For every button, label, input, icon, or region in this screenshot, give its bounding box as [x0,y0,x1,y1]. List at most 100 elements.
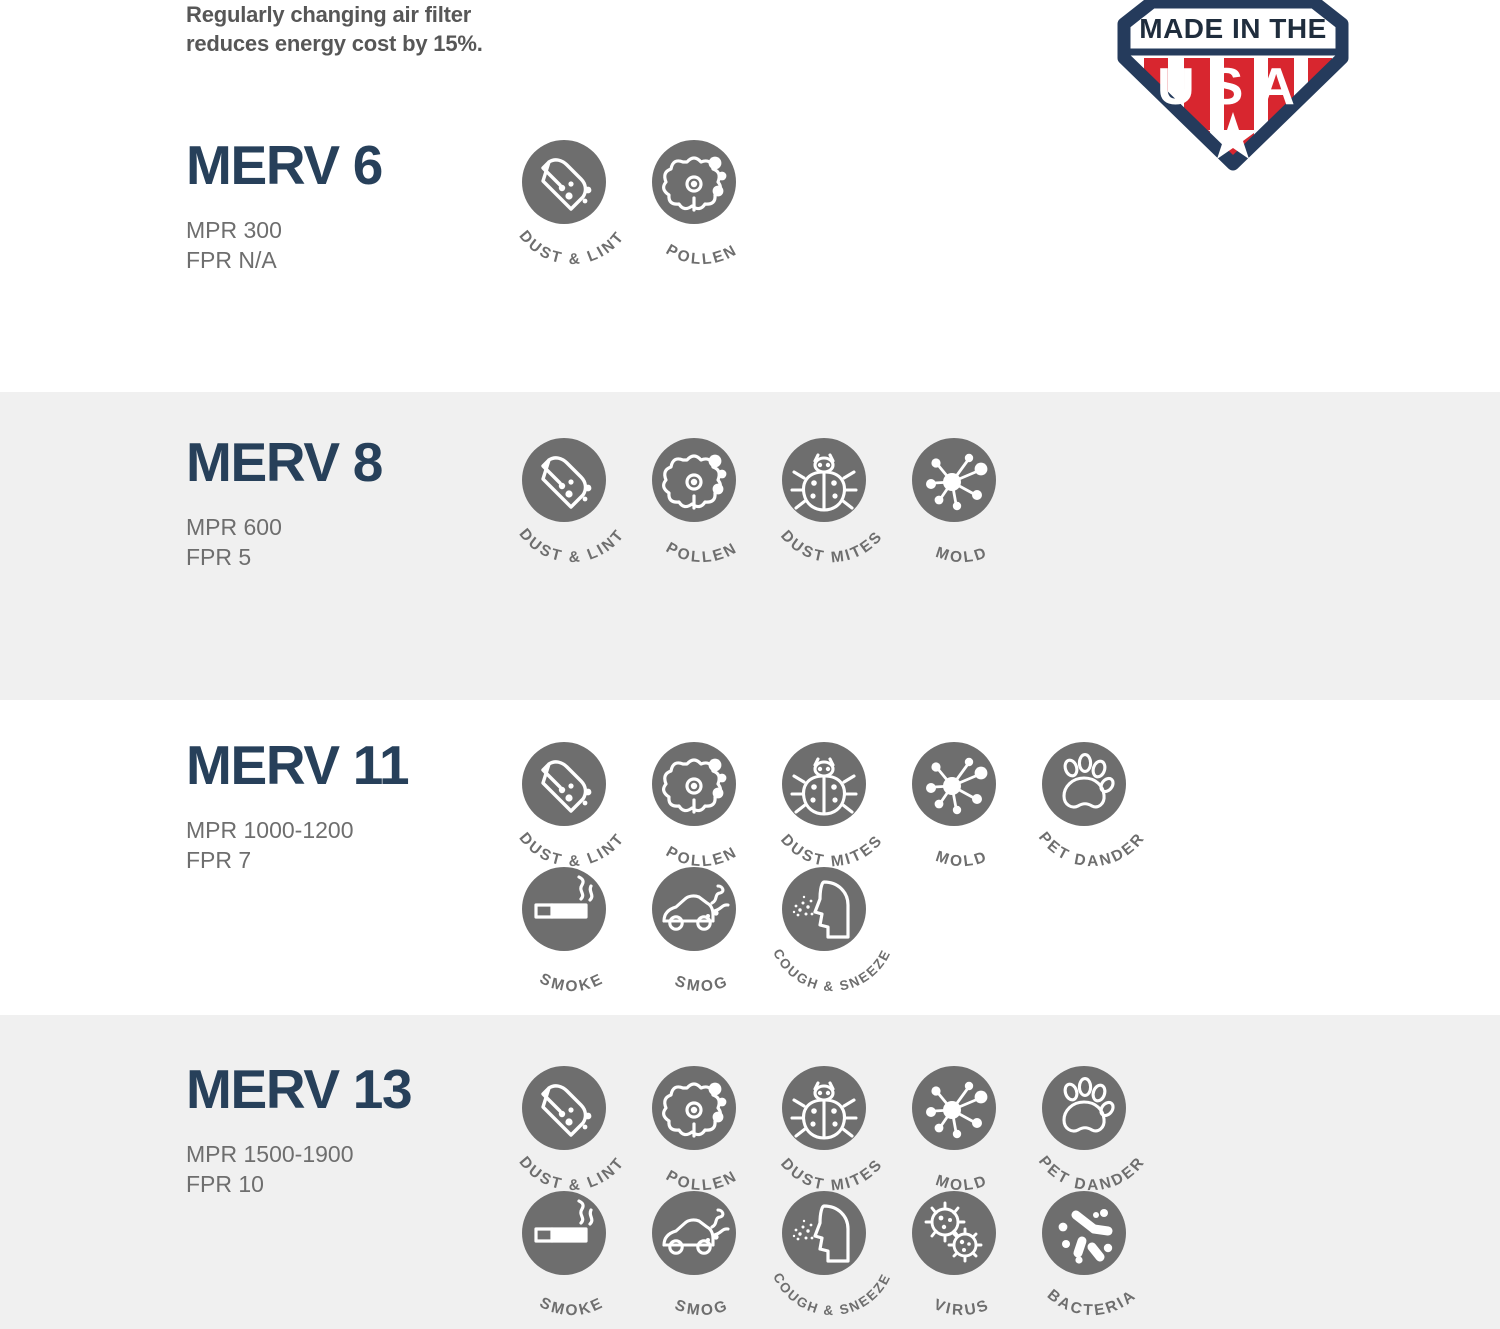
brush-icon [522,438,606,522]
merv-row-merv-6: MERV 6 MPR 300 FPR N/A DUST & LINT [0,0,1500,392]
headline-line-1: Regularly changing air filter [186,2,472,27]
merv-ratings-merv-6: MPR 300 FPR N/A [186,215,496,276]
filter-icon-mold: MOLD [898,1066,1028,1194]
filter-icon-smoke: SMOKE [508,1191,638,1319]
filter-icon-cough-sneeze: COUGH & SNEEZE [768,1191,898,1318]
svg-text:SMOG: SMOG [673,973,732,996]
svg-text:PET DANDER: PET DANDER [1035,829,1149,870]
icon-area-merv-13: DUST & LINT POLLEN [508,1066,1468,1319]
merv-row-merv-8: MERV 8 MPR 600 FPR 5 DUST & LINT [0,392,1500,700]
icon-label-arc: PET DANDER [1035,829,1146,870]
filter-icon-pet-dander: PET DANDER [1028,1066,1158,1194]
made-in-the-usa-badge: MADE IN THE USA [1108,0,1358,172]
mpr-rating: MPR 1000-1200 [186,817,354,843]
icon-label-arc: BACTERIA [1044,1286,1138,1319]
brush-icon [522,1066,606,1150]
svg-text:VIRUS: VIRUS [931,1296,992,1319]
icon-area-merv-11: DUST & LINT POLLEN [508,742,1468,996]
icon-row: DUST & LINT POLLEN [508,742,1468,870]
filter-icon-mold: MOLD [898,438,1028,566]
mpr-rating: MPR 1500-1900 [186,1141,354,1167]
bacteria-icon [1042,1191,1126,1275]
filter-icon-smoke: SMOKE [508,867,638,995]
icon-row: DUST & LINT POLLEN [508,1066,1468,1194]
merv-label-block-merv-8: MERV 8 MPR 600 FPR 5 [186,435,496,573]
filter-icon-dust-lint: DUST & LINT [508,742,638,870]
fpr-rating: FPR 10 [186,1171,264,1198]
svg-text:BACTERIA: BACTERIA [1044,1286,1140,1319]
mold-icon [912,1066,996,1150]
svg-text:MOLD: MOLD [933,848,990,870]
head-sneeze-icon [782,867,866,951]
icon-area-merv-6: DUST & LINT POLLEN [508,140,1468,268]
merv-label-block-merv-6: MERV 6 MPR 300 FPR N/A [186,138,496,276]
svg-text:DUST MITES: DUST MITES [777,527,887,566]
flower-icon [652,438,736,522]
icon-label-arc: DUST MITES [777,831,884,870]
svg-text:SMOKE: SMOKE [537,1294,607,1319]
filter-icon-bacteria: BACTERIA [1028,1191,1158,1319]
svg-text:DUST & LINT: DUST & LINT [516,526,629,567]
flower-icon [652,742,736,826]
icon-label-arc: POLLEN [663,843,738,870]
merv-row-merv-13: MERV 13 MPR 1500-1900 FPR 10 DUST & LINT [0,1015,1500,1329]
icon-row: SMOKE SMOG [508,1191,1468,1319]
merv-row-merv-11: MERV 11 MPR 1000-1200 FPR 7 DUST & LINT [0,700,1500,1015]
icon-label-arc: MOLD [933,544,987,566]
cigarette-icon [522,867,606,951]
filter-icon-dust-mites: DUST MITES [768,438,898,566]
mite-icon [782,742,866,826]
icon-label-arc: DUST & LINT [516,228,626,269]
icon-label-arc: PET DANDER [1035,1153,1146,1194]
car-icon [652,867,736,951]
svg-text:SMOG: SMOG [673,1297,732,1320]
mpr-rating: MPR 300 [186,217,282,243]
svg-text:DUST & LINT: DUST & LINT [516,1154,629,1195]
filter-icon-dust-mites: DUST MITES [768,1066,898,1194]
icon-label-arc: POLLEN [663,241,738,268]
paw-icon [1042,742,1126,826]
filter-icon-dust-lint: DUST & LINT [508,438,638,566]
badge-top-text: MADE IN THE [1139,13,1327,44]
merv-label-block-merv-11: MERV 11 MPR 1000-1200 FPR 7 [186,738,496,876]
brush-icon [522,140,606,224]
merv-label-block-merv-13: MERV 13 MPR 1500-1900 FPR 10 [186,1062,496,1200]
brush-icon [522,742,606,826]
fpr-rating: FPR 7 [186,847,252,874]
icon-label-arc: SMOG [673,1297,729,1320]
fpr-rating: FPR N/A [186,247,277,274]
svg-text:PET DANDER: PET DANDER [1035,1153,1149,1194]
mite-icon [782,438,866,522]
merv-title-merv-8: MERV 8 [186,431,383,493]
filter-icon-pollen: POLLEN [638,140,768,268]
icon-area-merv-8: DUST & LINT POLLEN [508,438,1468,566]
icon-label-arc: SMOKE [537,970,605,995]
svg-text:MOLD: MOLD [933,1172,990,1194]
filter-icon-virus: VIRUS [898,1191,1028,1319]
merv-ratings-merv-11: MPR 1000-1200 FPR 7 [186,815,496,876]
filter-icon-cough-sneeze: COUGH & SNEEZE [768,867,898,994]
icon-label-arc: DUST & LINT [516,1154,626,1195]
mold-icon [912,438,996,522]
icon-label-arc: MOLD [933,1172,987,1194]
svg-text:DUST MITES: DUST MITES [777,831,887,870]
svg-text:DUST MITES: DUST MITES [777,1155,887,1194]
virus-icon [912,1191,996,1275]
badge-main-text: USA [1157,58,1309,116]
svg-text:SMOKE: SMOKE [537,970,607,995]
headline-text: Regularly changing air filter reduces en… [186,0,746,58]
filter-icon-pollen: POLLEN [638,742,768,870]
icon-label-arc: SMOG [673,973,729,996]
flower-icon [652,1066,736,1150]
merv-title-merv-11: MERV 11 [186,734,410,796]
icon-label-arc: MOLD [933,848,987,870]
filter-icon-smog: SMOG [638,1191,768,1319]
cigarette-icon [522,1191,606,1275]
icon-row: DUST & LINT POLLEN [508,438,1468,566]
filter-icon-dust-lint: DUST & LINT [508,1066,638,1194]
filter-icon-pet-dander: PET DANDER [1028,742,1158,870]
headline-line-2: reduces energy cost by 15%. [186,31,483,57]
icon-label-arc: POLLEN [663,539,738,566]
icon-label-arc: COUGH & SNEEZE [770,946,892,994]
icon-label-arc: DUST & LINT [516,526,626,567]
